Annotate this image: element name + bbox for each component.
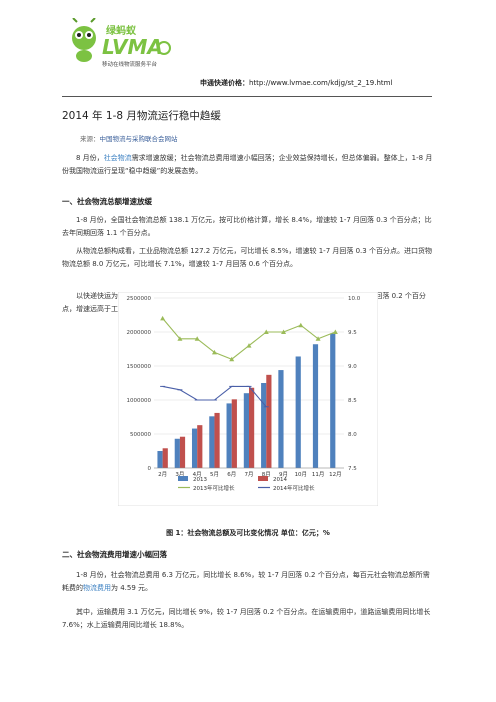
logo-cn: 绿蚂蚁 xyxy=(106,24,137,37)
x-tick-label: 4月 xyxy=(193,471,202,478)
x-tick-label: 5月 xyxy=(210,471,219,478)
bar-2014-2月 xyxy=(162,448,168,468)
logistics-cost-link[interactable]: 物流费用 xyxy=(83,584,111,592)
bar-2014-5月 xyxy=(214,412,220,468)
legend-label: 2013 xyxy=(193,477,207,483)
y-right-tick-label: 8.0 xyxy=(348,432,357,438)
bar-2013-5月 xyxy=(209,416,215,468)
line-marker xyxy=(281,329,287,334)
bar-2014-8月 xyxy=(266,374,272,468)
header-link[interactable]: 申通快递价格：http://www.lvmae.com/kdjg/st_2_19… xyxy=(200,78,392,88)
bar-2013-9月 xyxy=(278,370,284,468)
lvma-logo: 绿蚂蚁 LVMA 移动在线物流服务平台 xyxy=(72,18,171,68)
y-left-tick-label: 2000000 xyxy=(127,330,152,336)
bar-2013-10月 xyxy=(295,356,301,468)
y-right-tick-label: 9.5 xyxy=(348,330,357,336)
x-tick-label: 9月 xyxy=(279,471,288,478)
y-right-tick-label: 10.0 xyxy=(348,296,361,302)
section2-heading: 二、社会物流费用增速小幅回落 xyxy=(62,550,167,559)
bar-2014-7月 xyxy=(249,387,255,468)
line-marker xyxy=(177,336,183,341)
bar-2013-8月 xyxy=(261,383,267,468)
x-tick-label: 8月 xyxy=(262,471,271,478)
paragraph-5: 其中，运输费用 3.1 万亿元，同比增长 9%，较 1-7 月回落 0.2 个百… xyxy=(62,608,431,629)
logo-slogan: 移动在线物流服务平台 xyxy=(102,60,158,68)
paragraph-2: 从物流总额构成看，工业品物流总额 127.2 万亿元，可比增长 8.5%，增速较… xyxy=(62,247,432,268)
x-tick-label: 6月 xyxy=(227,471,236,478)
y-left-tick-label: 1000000 xyxy=(127,398,152,404)
x-tick-label: 7月 xyxy=(245,471,254,478)
bar-2014-6月 xyxy=(231,399,237,468)
bar-2014-4月 xyxy=(197,425,203,468)
source-label: 来源： xyxy=(80,135,100,143)
article-title: 2014 年 1-8 月物流运行稳中趋缓 xyxy=(62,110,221,122)
line-marker xyxy=(246,343,252,348)
legend-swatch xyxy=(178,476,188,481)
logistics-chart: 0 500000 1000000 1500000 2000000 2500000 7.5 8.… xyxy=(118,292,378,506)
bar-2013-6月 xyxy=(226,403,232,468)
paragraph-1: 1-8 月份，全国社会物流总额 138.1 万亿元，按可比价格计算，增长 8.4… xyxy=(62,216,432,237)
legend-label: 2014年可比增长 xyxy=(273,484,315,492)
bar-2013-4月 xyxy=(191,428,198,468)
y-left-tick-label: 2500000 xyxy=(127,296,152,302)
intro-paragraph: 8 月份，社会物流需求增速放缓；社会物流总费用增速小幅回落；企业效益保持增长，但… xyxy=(62,152,434,178)
x-tick-label: 3月 xyxy=(175,471,184,478)
bar-2013-2月 xyxy=(157,451,163,468)
line-marker xyxy=(315,336,321,341)
ant-mascot-icon xyxy=(72,18,96,62)
line-marker xyxy=(263,329,269,334)
section1-heading: 一、社会物流总额增速放缓 xyxy=(62,197,152,206)
y-left-tick-label: 0 xyxy=(148,466,152,472)
header-divider xyxy=(62,96,432,97)
y-left-tick-label: 1500000 xyxy=(127,364,152,370)
logo-text: LVMA xyxy=(102,35,163,59)
paragraph-4: 1-8 月份，社会物流总费用 6.3 万亿元，同比增长 8.6%，较 1-7 月… xyxy=(62,569,434,595)
header-link-url[interactable]: http://www.lvmae.com/kdjg/st_2_19.html xyxy=(249,79,393,87)
bar-2013-11月 xyxy=(312,344,319,468)
p4-text: 1-8 月份，社会物流总费用 6.3 万亿元，同比增长 8.6%，较 1-7 月… xyxy=(62,571,430,592)
bar-2013-3月 xyxy=(174,438,180,468)
social-logistics-link[interactable]: 社会物流 xyxy=(103,154,132,162)
legend-label: 2014 xyxy=(273,477,287,483)
line-marker xyxy=(332,329,338,334)
header-link-label: 申通快递价格： xyxy=(200,79,249,87)
line-marker xyxy=(194,336,200,341)
bar-2014-3月 xyxy=(179,436,186,468)
x-tick-label: 2月 xyxy=(158,471,167,478)
p4-post: 为 4.59 元。 xyxy=(111,584,153,592)
x-tick-label: 10月 xyxy=(295,471,308,478)
line-marker xyxy=(160,315,166,321)
intro-post: 需求增速放缓；社会物流总费用增速小幅回落；企业效益保持增长，但总体偏弱。整体上，… xyxy=(62,154,433,175)
line-marker xyxy=(211,349,217,355)
x-tick-label: 11月 xyxy=(312,471,325,478)
y-right-tick-label: 9.0 xyxy=(348,364,357,370)
y-right-tick-label: 8.5 xyxy=(348,398,357,404)
figure-caption: 图 1：社会物流总额及可比变化情况 单位：亿元；% xyxy=(166,529,330,537)
line-marker xyxy=(229,356,235,362)
bar-2013-7月 xyxy=(243,393,249,468)
intro-pre: 8 月份， xyxy=(76,154,104,162)
source-name[interactable]: 中国物流与采购联合会网站 xyxy=(99,135,178,143)
x-tick-label: 12月 xyxy=(329,471,342,478)
bar-2013-12月 xyxy=(330,333,336,468)
legend-swatch xyxy=(258,476,268,481)
y-left-tick-label: 500000 xyxy=(130,432,151,438)
article-source: 来源：中国物流与采购联合会网站 xyxy=(80,133,178,143)
y-right-tick-label: 7.5 xyxy=(348,466,357,472)
line-marker xyxy=(298,322,304,328)
legend-label: 2013年可比增长 xyxy=(193,484,235,492)
